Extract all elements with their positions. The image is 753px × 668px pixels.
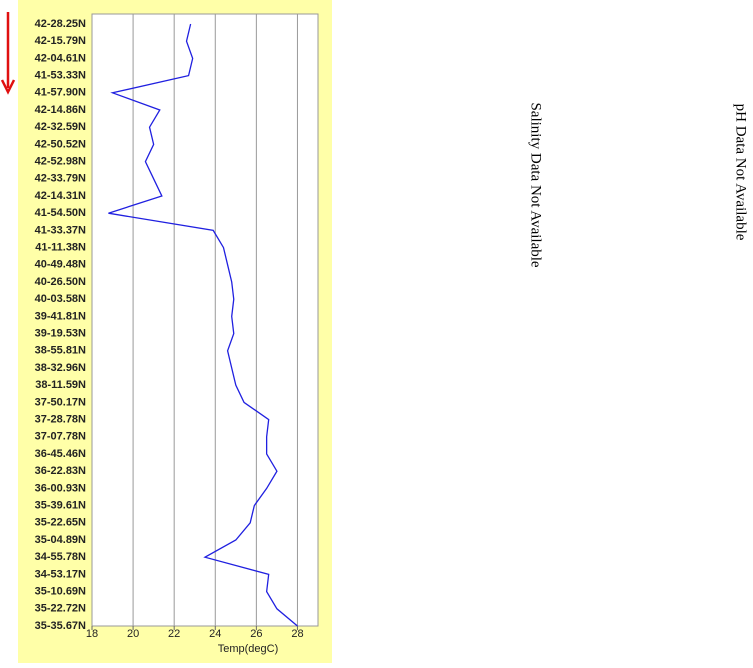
y-tick-label: 34-55.78N	[35, 551, 86, 563]
y-tick-label: 35-10.69N	[35, 586, 86, 598]
y-tick-label: 36-00.93N	[35, 482, 86, 494]
y-tick-label: 42-28.25N	[35, 18, 86, 30]
y-tick-label: 38-11.59N	[35, 379, 86, 391]
y-tick-label: 41-57.90N	[35, 87, 86, 99]
y-tick-label: 38-55.81N	[35, 345, 86, 357]
y-tick-label: 40-03.58N	[35, 293, 86, 305]
y-tick-label: 42-33.79N	[35, 173, 86, 185]
y-tick-label: 35-35.67N	[35, 620, 86, 632]
y-tick-label: 38-32.96N	[35, 362, 86, 374]
annotation: pH Data Not Available	[733, 104, 749, 241]
y-tick-label: 42-14.86N	[35, 104, 86, 116]
y-tick-label: 35-39.61N	[35, 500, 86, 512]
y-tick-label: 39-41.81N	[35, 310, 86, 322]
y-tick-label: 36-22.83N	[35, 465, 86, 477]
y-tick-label: 41-54.50N	[35, 207, 86, 219]
x-tick-label: 22	[168, 628, 180, 640]
y-tick-label: 37-07.78N	[35, 431, 86, 443]
y-tick-label: 36-45.46N	[35, 448, 86, 460]
y-tick-label: 41-33.37N	[35, 224, 86, 236]
annotation: Salinity Data Not Available	[528, 102, 544, 267]
x-tick-label: 18	[86, 628, 98, 640]
x-tick-label: 26	[250, 628, 262, 640]
x-axis-label: Temp(degC)	[218, 643, 279, 655]
y-tick-label: 42-50.52N	[35, 138, 86, 150]
y-tick-label: 37-28.78N	[35, 414, 86, 426]
y-tick-label: 39-19.53N	[35, 328, 86, 340]
x-tick-label: 24	[209, 628, 221, 640]
y-tick-label: 35-22.72N	[35, 603, 86, 615]
y-tick-label: 42-52.98N	[35, 156, 86, 168]
y-tick-label: 41-11.38N	[35, 242, 86, 254]
y-tick-label: 42-04.61N	[35, 52, 86, 64]
y-tick-label: 35-22.65N	[35, 517, 86, 529]
y-tick-label: 40-26.50N	[35, 276, 86, 288]
x-tick-label: 20	[127, 628, 139, 640]
temperature-line	[108, 23, 298, 627]
x-tick-label: 28	[291, 628, 303, 640]
y-tick-label: 42-32.59N	[35, 121, 86, 133]
direction-arrow-head	[0, 79, 16, 95]
y-tick-label: 35-04.89N	[35, 534, 86, 546]
y-tick-label: 42-15.79N	[35, 35, 86, 47]
y-tick-label: 34-53.17N	[35, 568, 86, 580]
y-tick-label: 40-49.48N	[35, 259, 86, 271]
y-tick-label: 41-53.33N	[35, 70, 86, 82]
y-tick-label: 42-14.31N	[35, 190, 86, 202]
y-tick-label: 37-50.17N	[35, 396, 86, 408]
plot-area	[91, 13, 319, 627]
